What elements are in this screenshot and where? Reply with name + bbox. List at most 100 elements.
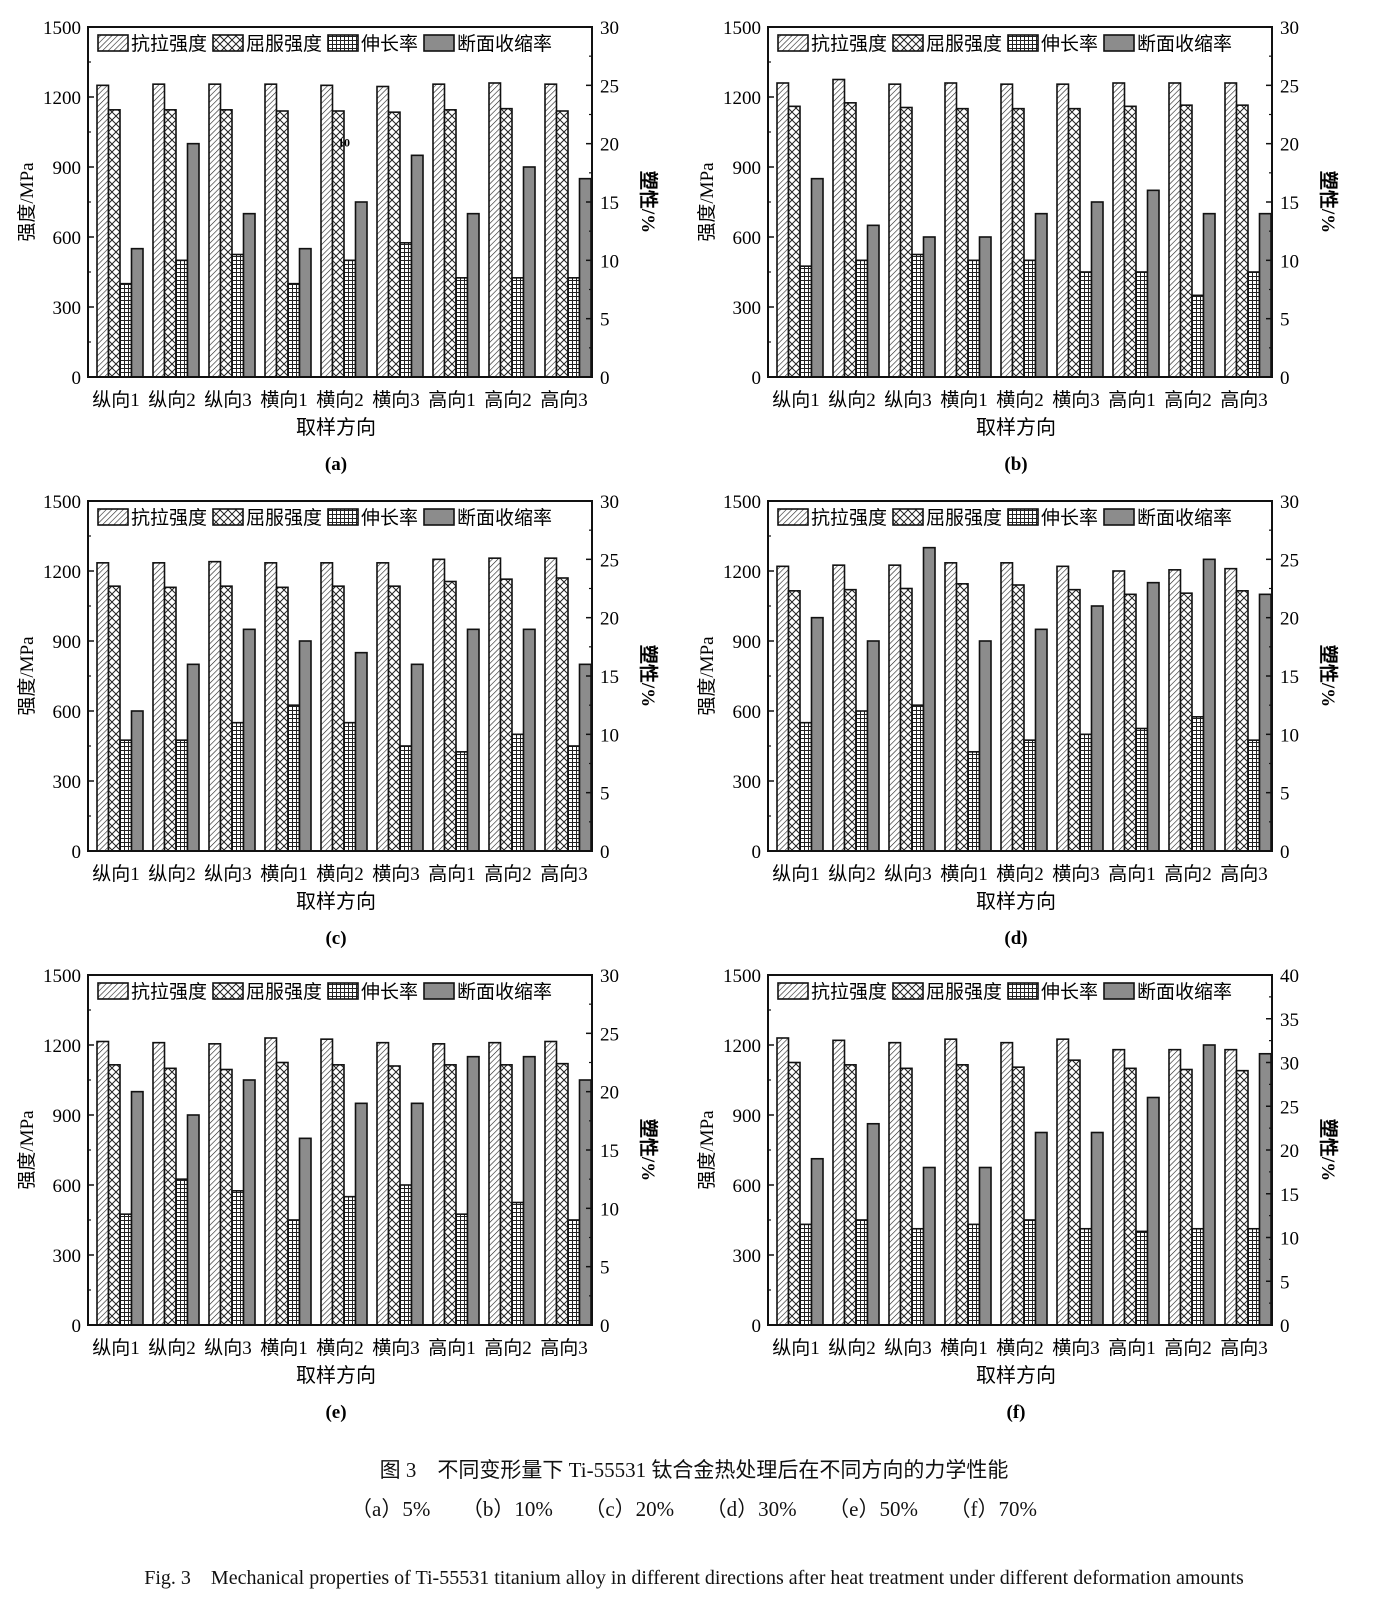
bar-屈服强度-高向3 [1235,590,1249,852]
x-axis-title: 取样方向 [296,416,376,439]
bar-伸长率-纵向3 [911,1227,925,1326]
x-tick-label: 纵向3 [204,863,252,885]
legend-label: 伸长率 [1041,507,1098,529]
bar-抗拉强度-横向1 [944,562,958,852]
legend-swatch [212,34,244,52]
x-tick-label: 横向2 [996,389,1044,411]
bar-断面收缩率-横向2 [1034,628,1048,852]
bar-抗拉强度-横向3 [1056,83,1070,378]
right-tick-label: 15 [600,1141,619,1162]
right-tick-label: 25 [600,1024,619,1045]
bar-屈服强度-横向2 [1011,107,1025,378]
left-axis-title: 强度/MPa [696,636,718,716]
legend-label: 断面收缩率 [457,981,552,1003]
x-tick-label: 纵向3 [204,1337,252,1359]
right-tick-label: 15 [1280,193,1299,214]
left-axis-title: 强度/MPa [16,636,38,716]
bar-伸长率-横向1 [287,282,301,378]
bar-伸长率-横向2 [343,259,357,378]
bar-抗拉强度-横向2 [1000,562,1014,852]
bar-断面收缩率-高向2 [522,628,536,852]
bar-屈服强度-纵向3 [899,1067,913,1326]
legend-label: 抗拉强度 [131,507,207,529]
bar-抗拉强度-纵向2 [832,1039,846,1326]
bar-断面收缩率-横向1 [298,247,312,378]
left-tick-label: 900 [733,158,762,179]
left-tick-label: 1500 [723,18,761,39]
figure-caption-cn: 图 3 不同变形量下 Ti-55531 钛合金热处理后在不同方向的力学性能 [379,1458,1009,1482]
bar-伸长率-高向2 [1191,1227,1205,1326]
bar-抗拉强度-纵向3 [208,1043,222,1326]
bar-屈服强度-横向1 [275,110,289,378]
bar-屈服强度-横向2 [1011,584,1025,852]
bar-伸长率-纵向2 [175,1178,189,1326]
right-tick-label: 0 [600,842,610,863]
right-tick-label: 5 [600,784,610,805]
right-tick-label: 20 [1280,609,1299,630]
bar-伸长率-高向1 [455,277,469,378]
bar-抗拉强度-高向3 [1224,1048,1238,1326]
left-tick-label: 900 [733,632,762,653]
legend-swatch [1007,508,1039,526]
x-tick-label: 横向1 [260,389,308,411]
left-axis-title: 强度/MPa [696,162,718,242]
bar-伸长率-高向1 [455,751,469,852]
legend-label: 伸长率 [361,981,418,1003]
bar-断面收缩率-纵向3 [242,212,256,378]
bar-抗拉强度-纵向3 [888,1041,902,1326]
legend-label: 断面收缩率 [1137,33,1232,55]
bar-屈服强度-横向1 [955,583,969,852]
x-tick-label: 高向2 [484,863,532,885]
right-tick-label: 10 [1280,1229,1299,1250]
bar-断面收缩率-横向1 [978,1166,992,1326]
bar-抗拉强度-高向1 [1112,570,1126,852]
bar-屈服强度-高向2 [499,578,513,852]
bar-断面收缩率-纵向3 [922,1166,936,1326]
bar-抗拉强度-纵向1 [776,82,790,378]
bar-断面收缩率-横向1 [978,236,992,378]
bar-断面收缩率-横向3 [1090,1131,1104,1326]
legend-swatch [97,982,129,1000]
legend-label: 伸长率 [1041,981,1098,1003]
bar-断面收缩率-纵向3 [242,628,256,852]
right-tick-label: 5 [600,1258,610,1279]
bar-抗拉强度-高向2 [488,1041,502,1326]
bar-断面收缩率-纵向1 [810,177,824,378]
legend-label: 屈服强度 [246,507,322,529]
panel-label: (c) [325,928,346,949]
bar-抗拉强度-纵向1 [96,1040,110,1326]
bar-伸长率-高向3 [1247,271,1261,378]
bar-抗拉强度-横向1 [264,562,278,852]
x-axis-title: 取样方向 [296,890,376,913]
bar-抗拉强度-纵向1 [776,565,790,852]
bar-抗拉强度-横向3 [376,85,390,378]
bar-屈服强度-纵向3 [219,109,233,378]
right-tick-label: 5 [1280,784,1290,805]
right-tick-label: 5 [1280,310,1290,331]
x-tick-label: 高向1 [428,1337,476,1359]
bar-抗拉强度-高向3 [544,1040,558,1326]
left-tick-label: 900 [733,1106,762,1127]
left-tick-label: 600 [53,1176,82,1197]
x-tick-label: 横向2 [316,863,364,885]
bar-伸长率-横向3 [399,1184,413,1326]
bar-伸长率-纵向1 [119,739,133,852]
bar-屈服强度-横向2 [331,1064,345,1326]
x-tick-label: 高向2 [1164,863,1212,885]
x-tick-label: 横向3 [1052,1337,1100,1359]
left-axis-title: 强度/MPa [696,1110,718,1190]
x-tick-label: 纵向3 [204,389,252,411]
x-tick-label: 高向1 [1108,863,1156,885]
right-tick-label: 10 [1280,725,1299,746]
bar-断面收缩率-纵向1 [810,616,824,852]
bar-断面收缩率-纵向3 [922,546,936,852]
x-tick-label: 高向1 [428,863,476,885]
left-tick-label: 1500 [43,966,81,987]
bar-伸长率-纵向1 [799,265,813,378]
x-tick-label: 纵向2 [148,389,196,411]
chart-0: 10 0 300 600 900 1200 1500 0 5 10 15 20 25 30 纵向1 纵向2 纵向… [16,18,660,475]
bar-伸长率-纵向2 [175,739,189,852]
bar-抗拉强度-高向3 [544,83,558,378]
right-axis-title: 塑性/% [637,645,660,707]
bar-屈服强度-纵向1 [107,1064,121,1326]
